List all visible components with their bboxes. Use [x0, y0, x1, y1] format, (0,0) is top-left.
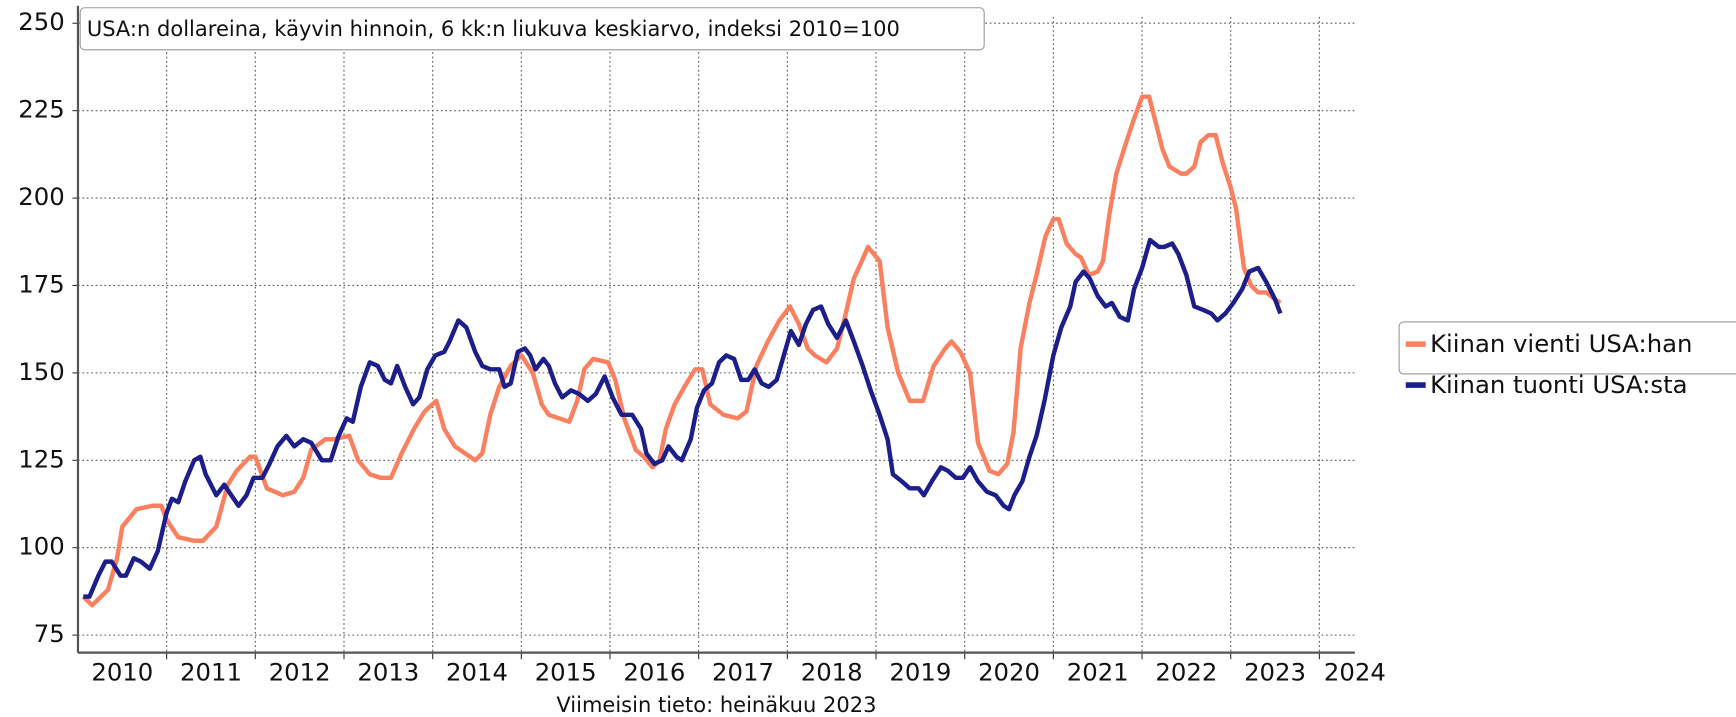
- series-line: [83, 237, 1283, 599]
- x-axis-label: Viimeisin tieto: heinäkuu 2023: [556, 692, 876, 717]
- legend: Kiinan vienti USA:han Kiinan tuonti USA:s…: [1398, 321, 1736, 399]
- x-tick-label: 2018: [801, 658, 863, 687]
- x-tick-label: 2022: [1155, 658, 1217, 687]
- x-tick-label: 2011: [180, 658, 242, 687]
- legend-label: Kiinan tuonti USA:sta: [1430, 370, 1687, 399]
- annotation-box: [79, 7, 985, 51]
- y-tick-label: 100: [18, 532, 64, 561]
- y-tick-label: 225: [18, 95, 64, 124]
- x-tick-label: 2014: [446, 658, 508, 687]
- x-tick-label: 2016: [623, 658, 685, 687]
- x-tick-label: 2024: [1324, 658, 1386, 687]
- legend-box: [1398, 321, 1736, 375]
- legend-label: Kiinan vienti USA:han: [1430, 329, 1692, 358]
- y-tick-label: 250: [18, 7, 64, 36]
- x-tick-label: 2023: [1244, 658, 1306, 687]
- x-tick-label: 2017: [712, 658, 774, 687]
- annotation: USA:n dollareina, käyvin hinnoin, 6 kk:n…: [87, 16, 900, 41]
- y-tick-label: 175: [18, 269, 64, 298]
- x-tick-label: 2012: [269, 658, 331, 687]
- grid: [77, 16, 1355, 653]
- y-tick-label: 150: [18, 357, 64, 386]
- series-line: [81, 94, 1282, 608]
- x-tick-label: 2021: [1067, 658, 1129, 687]
- x-tick-label: 2010: [91, 658, 153, 687]
- x-tick-label: 2020: [978, 658, 1040, 687]
- y-tick-label: 75: [34, 619, 65, 648]
- x-tick-label: 2013: [357, 658, 419, 687]
- y-tick-label: 200: [18, 182, 64, 211]
- x-tick-label: 2019: [889, 658, 951, 687]
- x-tick-label: 2015: [535, 658, 597, 687]
- y-tick-label: 125: [18, 444, 64, 473]
